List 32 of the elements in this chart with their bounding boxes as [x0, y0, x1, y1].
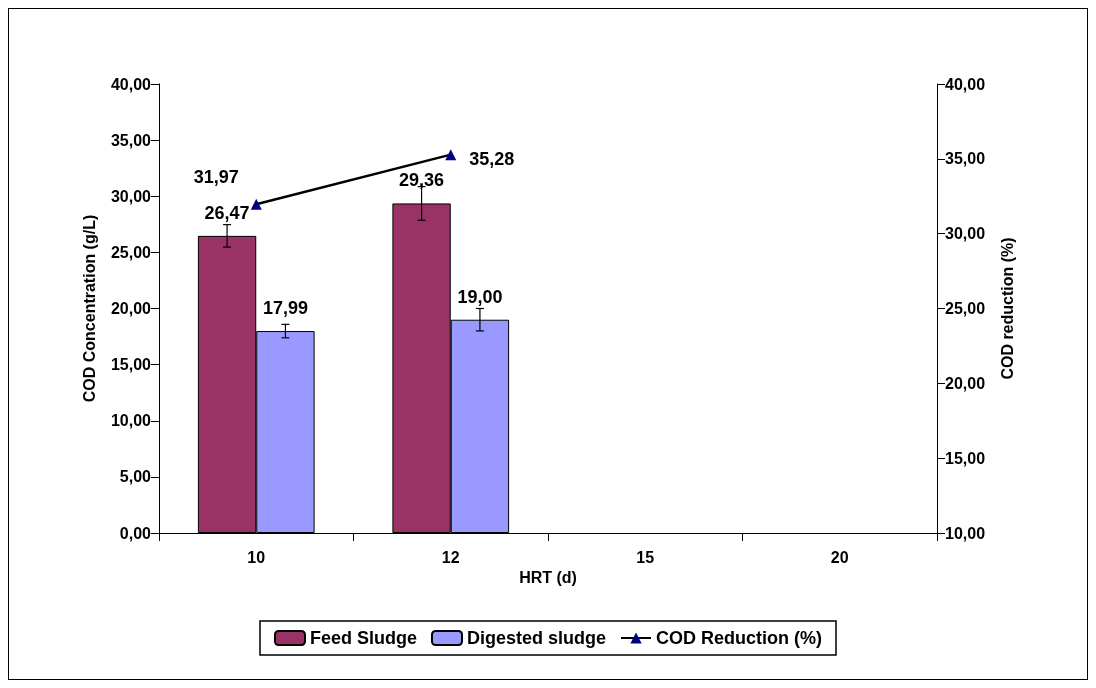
y2-tick-label: 15,00 — [945, 449, 986, 467]
x-axis-title: HRT (d) — [519, 569, 577, 587]
legend-label: Feed Sludge — [309, 628, 417, 648]
x-tick-label: 15 — [636, 548, 655, 566]
y2-tick-label: 20,00 — [945, 374, 986, 392]
y2-axis-title: COD reduction (%) — [998, 237, 1016, 380]
y-tick-label: 15,00 — [110, 356, 152, 374]
y2-tick-label: 25,00 — [945, 300, 986, 317]
y-tick-label: 35,00 — [110, 131, 152, 149]
y-axis-title: COD Concentration (g/L) — [80, 214, 98, 403]
x-tick-label: 10 — [247, 548, 266, 566]
y-tick-label: 40,00 — [110, 75, 152, 93]
x-tick-label: 20 — [830, 548, 849, 566]
y-tick-label: 30,00 — [110, 187, 152, 205]
y2-tick-label: 10,00 — [945, 524, 986, 542]
y-tick-label: 20,00 — [110, 300, 152, 317]
data-label: 29,36 — [399, 170, 445, 191]
y2-tick-label: 35,00 — [945, 150, 986, 168]
legend-label: COD Reduction (%) — [656, 628, 823, 648]
x-tick-label: 12 — [441, 548, 460, 566]
data-label: 31,97 — [193, 166, 239, 187]
y-tick-label: 10,00 — [110, 412, 152, 430]
legend-label: Digested sludge — [467, 628, 607, 648]
y-tick-label: 25,00 — [110, 243, 152, 261]
y2-tick-label: 30,00 — [945, 225, 986, 243]
y-tick-label: 5,00 — [119, 468, 152, 486]
y2-tick-label: 40,00 — [945, 75, 986, 93]
data-label: 19,00 — [457, 286, 503, 307]
data-label: 35,28 — [469, 148, 515, 169]
data-label: 17,99 — [262, 298, 308, 319]
data-label: 26,47 — [204, 202, 250, 223]
y-tick-label: 0,00 — [119, 524, 152, 542]
